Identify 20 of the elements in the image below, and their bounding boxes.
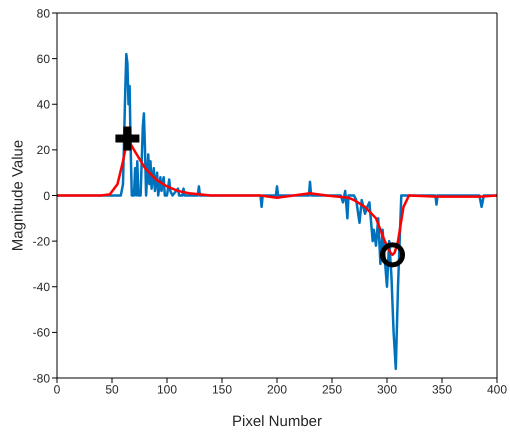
y-tick-label: -60 xyxy=(32,326,50,340)
y-tick-label: -20 xyxy=(32,234,50,248)
y-tick-label: 80 xyxy=(36,6,50,20)
x-tick-label: 0 xyxy=(54,382,61,397)
y-axis-title: Magnitude Value xyxy=(10,140,26,252)
x-tick-label: 300 xyxy=(376,382,398,397)
y-tick-label: 40 xyxy=(36,98,50,112)
y-tick-label: 60 xyxy=(36,52,50,66)
y-tick-label: -40 xyxy=(32,280,50,294)
x-tick-label: 100 xyxy=(156,382,178,397)
x-tick-label: 150 xyxy=(212,382,232,397)
y-tick-label: 0 xyxy=(43,188,50,203)
x-tick-label: 350 xyxy=(432,382,452,397)
x-tick-label: 200 xyxy=(266,382,288,397)
x-tick-label: 400 xyxy=(486,382,508,397)
x-tick-label: 250 xyxy=(322,382,342,397)
x-axis-title: Pixel Number xyxy=(232,413,322,430)
y-tick-label: 20 xyxy=(36,143,50,158)
y-tick-label: -80 xyxy=(32,371,50,386)
x-tick-label: 50 xyxy=(105,382,119,397)
